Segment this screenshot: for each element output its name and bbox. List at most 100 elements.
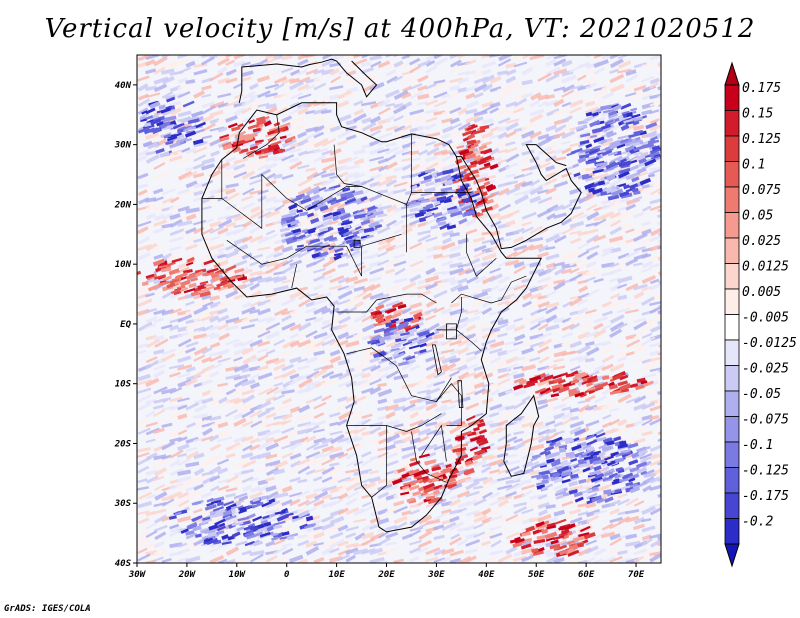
colorbar-label: 0.05 — [742, 209, 773, 224]
lat-tick-label: 40S — [115, 559, 132, 569]
colorbar-label: 0.125 — [742, 132, 781, 147]
country-border — [411, 431, 447, 483]
country-border — [226, 233, 402, 277]
colorbar-swatch — [724, 416, 740, 443]
lat-tick-label: 20N — [114, 200, 132, 210]
country-border — [371, 425, 387, 498]
lon-tick-label: 30W — [128, 570, 147, 580]
country-border — [291, 264, 298, 289]
red-patch-mozambique — [452, 415, 491, 476]
lon-tick-label: 40E — [478, 570, 495, 580]
colorbar-label: 0.005 — [742, 285, 781, 300]
colorbar-swatch — [724, 467, 740, 494]
country-border — [221, 173, 407, 253]
country-border — [336, 293, 437, 313]
colorbar-label: -0.025 — [742, 362, 789, 377]
colorbar-swatch — [724, 441, 740, 468]
lat-tick-label: 40N — [115, 81, 132, 91]
colorbar-swatch — [724, 518, 740, 545]
colorbar-swatch — [724, 135, 740, 162]
country-border — [346, 347, 452, 402]
colorbar-swatch — [724, 492, 740, 519]
colorbar-swatch — [724, 110, 740, 137]
africa-coastline — [201, 102, 543, 533]
colorbar-swatch — [724, 186, 740, 213]
grads-credit: GrADS: IGES/COLA — [4, 604, 91, 614]
colorbar-label: -0.1 — [742, 438, 773, 453]
lake-outline — [446, 323, 457, 340]
map-axes: 30W 20W 10W 0 10E 20E 30E 40E 50E 60E 70E 40S 30S 20S… — [114, 81, 645, 580]
country-border — [421, 424, 447, 462]
colorbar-bottom-arrow — [724, 543, 740, 568]
country-border — [406, 192, 472, 205]
colorbar-label: 0.075 — [742, 183, 781, 198]
red-patch-southern-africa — [391, 453, 461, 505]
blue-patch-sahel — [279, 184, 384, 261]
colorbar-label: -0.2 — [742, 515, 773, 530]
lon-tick-label: 0 — [284, 570, 290, 580]
lon-tick-label: 50E — [528, 570, 545, 580]
colorbar-swatch — [724, 212, 740, 239]
colorbar-label: -0.075 — [742, 413, 789, 428]
blue-patch-indian-ocean — [530, 428, 656, 505]
lake-outline — [457, 380, 464, 408]
country-border — [436, 383, 462, 426]
country-border — [466, 234, 497, 277]
red-band-indian-ocean — [513, 370, 654, 398]
lat-tick-label: 10N — [115, 260, 132, 270]
red-band-south-madagascar — [509, 518, 596, 558]
colorbar-label: -0.0125 — [742, 336, 797, 351]
lon-tick-label: 70E — [628, 570, 645, 580]
colorbar-swatch — [724, 84, 740, 111]
lat-tick-label: 10S — [115, 380, 132, 390]
lon-tick-label: 20E — [377, 570, 395, 580]
map-title: Vertical velocity [m/s] at 400hPa, VT: 2… — [44, 14, 756, 44]
lat-tick-label: 30N — [114, 141, 132, 151]
colorbar-label: 0.025 — [742, 234, 781, 249]
country-border — [346, 413, 442, 432]
lat-tick-label: 20S — [114, 439, 132, 449]
colorbar-swatch — [724, 237, 740, 264]
blue-patch-congo — [367, 317, 435, 367]
colorbar-label: -0.05 — [742, 387, 781, 402]
coastlines — [201, 58, 582, 533]
madagascar-coastline — [503, 394, 540, 477]
lake-outline — [431, 344, 442, 376]
colorbar-label: -0.125 — [742, 464, 789, 479]
red-band-north-atlantic — [137, 256, 248, 298]
lat-tick-label: EQ — [120, 320, 131, 330]
colorbar-label: 0.1 — [742, 158, 765, 173]
blue-vortex-atlantic — [137, 94, 207, 158]
blue-patch-arabia — [566, 102, 661, 201]
lat-tick-label: 30S — [114, 499, 132, 509]
colorbar-label: -0.005 — [742, 311, 789, 326]
country-border — [243, 114, 280, 159]
country-border — [456, 297, 462, 330]
red-band-morocco — [219, 115, 296, 159]
colorbar-label: 0.15 — [742, 107, 773, 122]
lon-tick-label: 20W — [178, 570, 197, 580]
colorbar-swatch — [724, 288, 740, 315]
colorbar-swatch — [724, 314, 740, 341]
country-border — [451, 275, 527, 304]
colorbar-top-arrow — [724, 61, 740, 86]
colorbar-swatch — [724, 339, 740, 366]
colorbar-swatch — [724, 390, 740, 417]
lake-outline — [353, 239, 361, 248]
velocity-features — [137, 94, 661, 558]
blue-patch-south-atlantic — [168, 495, 317, 547]
country-border — [333, 144, 362, 187]
arabia-coastline — [456, 144, 582, 250]
colorbar-label: -0.175 — [742, 489, 789, 504]
lon-tick-label: 60E — [578, 570, 595, 580]
map-frame — [136, 54, 662, 564]
colorbar-swatch — [724, 161, 740, 188]
lon-tick-label: 10W — [229, 570, 247, 580]
colorbar-swatch — [724, 365, 740, 392]
lon-tick-label: 30E — [427, 570, 445, 580]
lon-tick-label: 10E — [328, 570, 345, 580]
colorbar-label: 0.175 — [742, 81, 781, 96]
colorbar-swatch — [724, 263, 740, 290]
